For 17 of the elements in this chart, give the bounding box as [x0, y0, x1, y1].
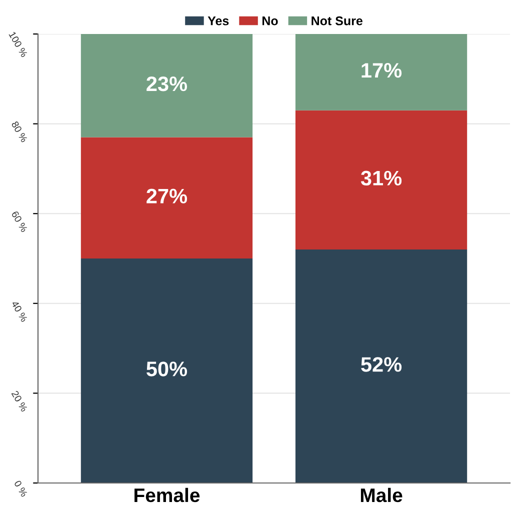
- x-tick-label: Male: [360, 488, 402, 502]
- y-tick-label: 80 %: [11, 120, 28, 143]
- data-label: 52%: [361, 357, 402, 372]
- legend-label: No: [262, 16, 278, 26]
- y-tick-label: 60 %: [11, 210, 28, 233]
- x-tick-label: Female: [134, 488, 200, 502]
- data-label: 23%: [146, 76, 188, 92]
- legend-label: Not Sure: [312, 16, 362, 26]
- y-tick-label: 40 %: [11, 300, 28, 322]
- y-tick-label: 100 %: [8, 31, 28, 58]
- data-label: 31%: [360, 170, 402, 186]
- legend-label: Yes: [208, 16, 229, 26]
- data-label: 50%: [146, 362, 188, 376]
- data-label: 27%: [146, 188, 188, 204]
- data-label: 17%: [362, 63, 402, 78]
- y-tick-label: 0 %: [14, 480, 28, 498]
- y-tick-label: 20 %: [11, 390, 28, 412]
